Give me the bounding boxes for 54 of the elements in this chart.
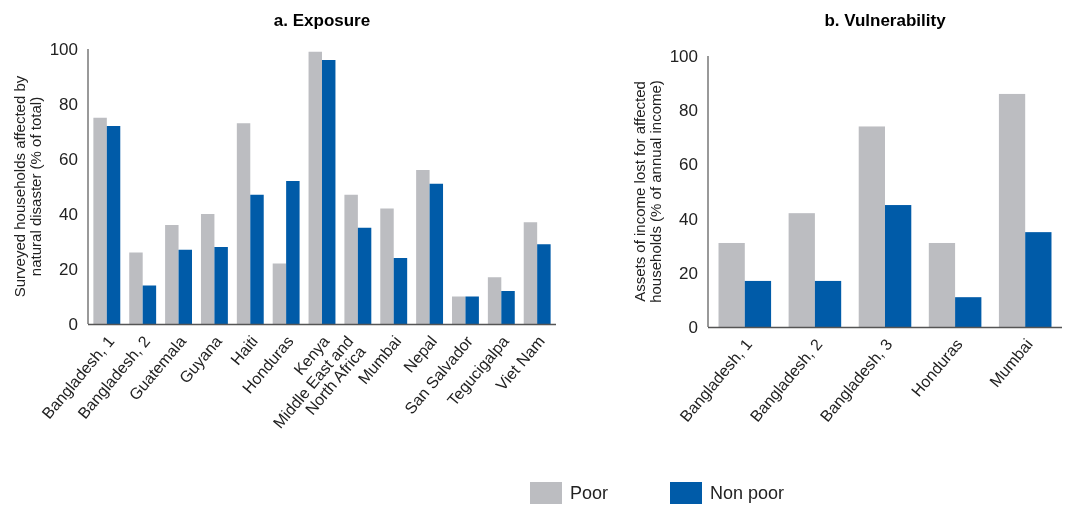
bar [93, 117, 107, 324]
bar [416, 170, 430, 324]
bar [885, 205, 912, 327]
legend-label: Non poor [710, 483, 785, 504]
y-tick-label: 40 [679, 209, 698, 229]
chart-title: a. Exposure [273, 11, 371, 30]
y-tick-label: 100 [669, 46, 698, 66]
bar [322, 60, 336, 324]
bar [250, 194, 264, 324]
legend-label: Poor [570, 483, 609, 504]
y-axis-title: Surveyed households affected by natural disaster (% of total) [10, 75, 45, 298]
bar [165, 225, 179, 324]
y-axis-title: Assets of income lost for affected households (% of annual income) [630, 80, 665, 303]
bar [142, 285, 157, 324]
y-tick-label: 40 [59, 204, 78, 224]
bar [452, 296, 466, 324]
chart-title: b. Vulnerability [824, 11, 947, 30]
bar [537, 244, 551, 324]
bar [928, 242, 956, 327]
bar [236, 123, 251, 324]
bar [200, 214, 215, 324]
bar [718, 242, 745, 327]
bar [501, 291, 515, 324]
bar [788, 213, 815, 327]
bar [129, 252, 143, 324]
bar [344, 194, 358, 324]
bar [380, 208, 394, 324]
bar [1025, 232, 1052, 327]
bar [523, 222, 538, 324]
bar [357, 227, 372, 324]
y-tick-label: 20 [679, 263, 698, 283]
bar [487, 277, 502, 324]
bar [286, 181, 300, 324]
bar [814, 280, 842, 327]
bar [308, 51, 322, 324]
bar [429, 183, 444, 324]
y-tick-label: 80 [59, 94, 78, 114]
bar [214, 247, 228, 324]
y-tick-label: 20 [59, 259, 78, 279]
bar [272, 263, 287, 324]
bar [393, 258, 408, 324]
y-tick-label: 0 [68, 314, 78, 334]
y-tick-label: 100 [49, 39, 78, 59]
bar [465, 296, 479, 324]
bar [858, 126, 885, 327]
bar [744, 280, 772, 327]
y-tick-label: 0 [688, 317, 698, 337]
bar [178, 249, 192, 324]
y-tick-label: 60 [679, 155, 698, 175]
bar [998, 93, 1026, 327]
y-tick-label: 60 [59, 149, 78, 169]
bar [106, 126, 121, 324]
y-tick-label: 80 [679, 101, 698, 121]
bar [955, 297, 982, 327]
